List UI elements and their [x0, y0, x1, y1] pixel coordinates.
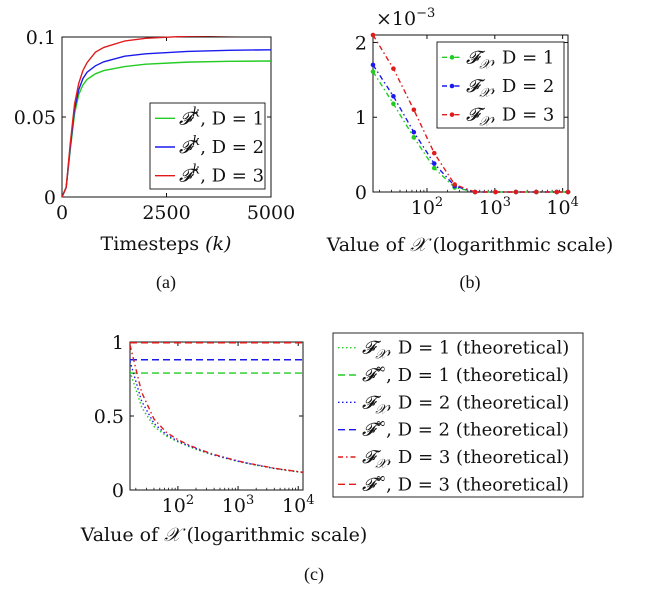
x-tick-label-a-1: 2500	[142, 202, 190, 224]
data-point-b-1-1	[391, 94, 396, 99]
legend-label-c-4: 𝓕𝒳, D = 3 (theoretical)	[362, 447, 569, 472]
axes-box-b	[372, 34, 569, 193]
series-line-c-0	[130, 371, 303, 474]
series-line-b-1	[373, 64, 568, 193]
legend-marker-b-0	[449, 55, 455, 60]
legend-box-c	[332, 332, 584, 498]
y-tick-label-b-2: 2	[355, 32, 367, 54]
data-point-b-1-2	[411, 129, 417, 135]
legend-label-a-1: 𝓕k, D = 2	[179, 134, 264, 158]
data-point-b-1-0	[370, 62, 376, 68]
series-line-c-4	[130, 344, 303, 473]
legend-label-c-5: 𝓕∞, D = 3 (theoretical)	[362, 471, 569, 495]
y-tick-label-c-0: 0	[112, 480, 124, 502]
x-tick-label-b-1: 103	[479, 195, 511, 219]
y-tick-label-a-1: 0.05	[14, 107, 56, 129]
data-point-b-2-8	[534, 189, 539, 195]
data-point-b-0-0	[370, 69, 376, 74]
x-axis-label-b: Value of 𝒳 (logarithmic scale)	[326, 234, 613, 256]
legend-marker-b-2	[449, 112, 455, 117]
axes-box-c	[129, 341, 304, 491]
legend-box-b	[436, 41, 565, 129]
data-point-b-0-2	[411, 135, 417, 140]
x-tick-label-c-0: 102	[162, 493, 194, 517]
legend-label-a-0: 𝓕k, D = 1	[179, 105, 264, 129]
x-tick-label-c-2: 104	[282, 493, 314, 517]
data-point-b-2-6	[493, 189, 498, 195]
x-tick-label-b-2: 104	[546, 195, 578, 219]
legend-a: 𝓕k, D = 1 𝓕k, D = 2 𝓕k, D = 3	[149, 102, 266, 190]
data-point-b-2-9	[554, 189, 560, 195]
caption-a: (a)	[156, 272, 176, 293]
y-tick-label-c-2: 1	[112, 332, 124, 354]
legend-label-b-1: 𝓕𝒳, D = 2	[466, 76, 554, 101]
data-point-b-2-7	[513, 189, 519, 195]
legend-label-b-0: 𝓕𝒳, D = 1	[466, 47, 554, 72]
x-tick-label-a-2: 5000	[247, 202, 295, 224]
legend-label-c-1: 𝓕∞, D = 1 (theoretical)	[362, 362, 569, 386]
data-point-b-2-5	[472, 189, 478, 195]
y-tick-label-c-1: 0.5	[94, 406, 124, 428]
data-point-b-2-2	[411, 107, 417, 113]
y-multiplier-b: ×10−3	[376, 6, 435, 30]
caption-b: (b)	[460, 272, 481, 293]
legend-b: 𝓕𝒳, D = 1𝓕𝒳, D = 2𝓕𝒳, D = 3	[436, 41, 565, 130]
legend-box-a	[149, 102, 266, 190]
series-line-c-2	[130, 361, 303, 474]
legend-label-c-3: 𝓕∞, D = 2 (theoretical)	[362, 417, 569, 441]
y-tick-label-a-0: 0	[44, 187, 56, 209]
data-point-b-2-1	[391, 66, 396, 71]
x-tick-label-a-0: 0	[56, 202, 68, 224]
caption-c: (c)	[304, 564, 324, 585]
x-tick-label-c-1: 103	[222, 493, 254, 517]
data-point-b-2-4	[452, 182, 457, 187]
data-point-b-2-0	[370, 32, 376, 38]
data-point-b-0-3	[431, 165, 437, 171]
data-point-b-2-3	[431, 150, 437, 156]
data-point-b-0-1	[391, 101, 396, 107]
data-point-b-1-3	[431, 161, 437, 166]
x-tick-label-b-0: 102	[411, 195, 443, 219]
y-tick-label-a-2: 0.1	[26, 27, 56, 49]
legend-label-c-2: 𝓕𝒳, D = 2 (theoretical)	[362, 392, 569, 417]
series-line-a-2	[62, 36, 243, 198]
x-axis-label-c: Value of 𝒳 (logarithmic scale)	[80, 524, 367, 546]
data-point-b-2-10	[565, 189, 571, 195]
y-tick-label-b-0: 0	[355, 182, 367, 204]
legend-marker-b-1	[449, 83, 455, 89]
x-axis-label-a: Timesteps (k)	[101, 233, 232, 255]
legend-label-a-2: 𝓕k, D = 3	[179, 163, 264, 187]
legend-label-c-0: 𝓕𝒳, D = 1 (theoretical)	[362, 338, 569, 363]
y-tick-label-b-1: 1	[355, 107, 367, 129]
legend-c: 𝓕𝒳, D = 1 (theoretical)𝓕∞, D = 1 (theore…	[332, 332, 584, 498]
